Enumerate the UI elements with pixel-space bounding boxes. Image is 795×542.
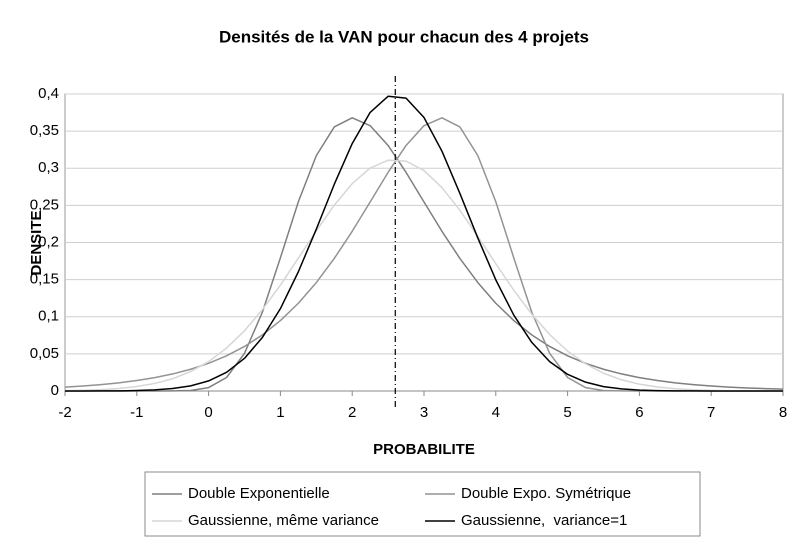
- x-tick-label: 5: [563, 404, 571, 421]
- series-line: [65, 95, 783, 392]
- y-tick-label: 0,35: [30, 122, 59, 139]
- y-tick-label: 0,3: [38, 159, 59, 176]
- y-tick-label: 0,25: [30, 196, 59, 213]
- series-line: [64, 159, 784, 392]
- x-tick-label: 8: [779, 404, 787, 421]
- x-tick-label: 4: [492, 404, 500, 421]
- x-tick-label: 0: [204, 404, 212, 421]
- x-tick-label: 1: [276, 404, 284, 421]
- legend-box: [144, 471, 701, 537]
- y-tick-label: 0,15: [30, 271, 59, 288]
- x-tick-label: 2: [348, 404, 356, 421]
- y-tick-label: 0,05: [30, 345, 59, 362]
- legend-label: Double Exponentielle: [188, 485, 330, 502]
- x-tick-label: -1: [130, 404, 143, 421]
- x-tick-label: -2: [58, 404, 71, 421]
- chart-title: Densités de la VAN pour chacun des 4 pro…: [219, 27, 589, 46]
- series-line: [65, 117, 784, 392]
- x-tick-label: 7: [707, 404, 715, 421]
- legend-label: Gaussienne, même variance: [188, 512, 379, 529]
- x-axis-label: PROBABILITE: [373, 441, 475, 458]
- x-tick-label: 6: [635, 404, 643, 421]
- y-axis-label: DENSITE: [28, 210, 45, 275]
- legend-label: Gaussienne, variance=1: [461, 512, 627, 529]
- legend-label: Double Expo. Symétrique: [461, 485, 631, 502]
- y-tick-label: 0,2: [38, 233, 59, 250]
- y-tick-label: 0,4: [38, 85, 59, 102]
- x-tick-label: 3: [420, 404, 428, 421]
- y-tick-label: 0: [51, 382, 59, 399]
- y-tick-label: 0,1: [38, 308, 59, 325]
